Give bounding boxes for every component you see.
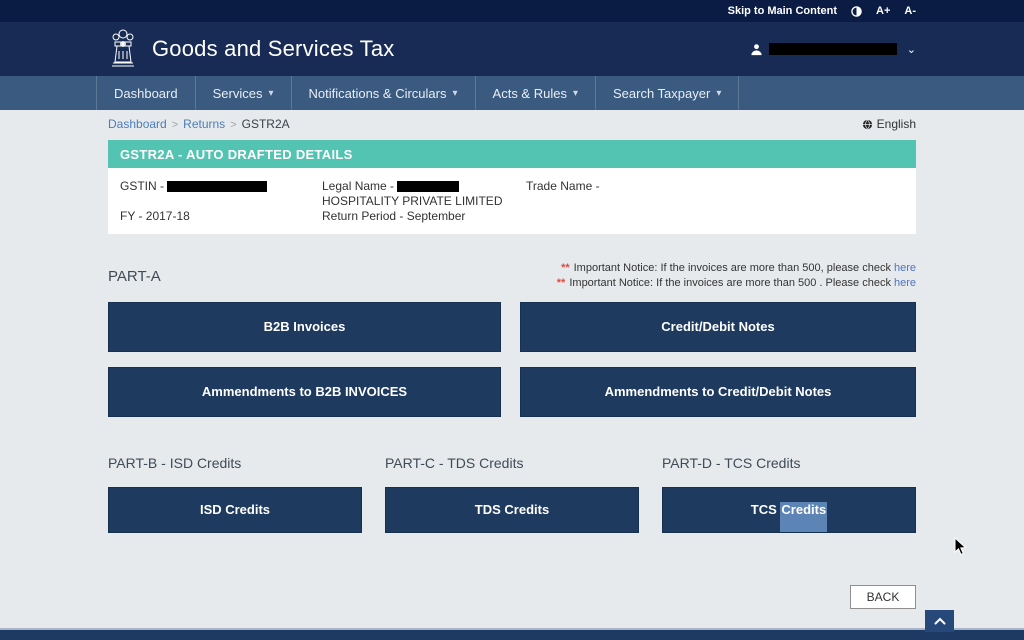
isd-credits-button[interactable]: ISD Credits [108,487,362,533]
notice-asterisks: ** [561,262,570,274]
nav-item-acts-rules[interactable]: Acts & Rules ▾ [476,76,596,110]
top-utility-bar: Skip to Main Content A+ A- [0,0,1024,22]
amendments-b2b-invoices-button[interactable]: Ammendments to B2B INVOICES [108,367,501,417]
breadcrumb-current: GSTR2A [241,117,290,131]
return-period: Return Period - September [322,209,466,223]
tcs-label-prefix: TCS [750,502,781,517]
notice-here-link[interactable]: here [893,262,916,274]
legal-name-line2: HOSPITALITY PRIVATE LIMITED [322,194,503,208]
gstin-label: GSTIN - [120,179,164,193]
language-label: English [876,117,916,131]
nav-label: Search Taxpayer [612,85,711,101]
taxpayer-col-3: Trade Name - [526,179,600,224]
tds-credits-button[interactable]: TDS Credits [385,487,639,533]
nav-label: Dashboard [114,85,178,101]
part-bcd-buttons: ISD Credits TDS Credits TCS Credits [108,487,916,533]
main-navigation: Dashboard Services ▾ Notifications & Cir… [0,76,1024,110]
part-a-buttons: B2B Invoices Credit/Debit Notes Ammendme… [108,302,916,417]
breadcrumb-row: Dashboard > Returns > GSTR2A English [108,117,916,131]
footer-bar [0,628,1024,640]
scroll-to-top-button[interactable] [925,610,954,632]
part-d-heading: PART-D - TCS Credits [662,455,801,471]
language-selector[interactable]: English [862,117,916,131]
notice-text: Important Notice: If the invoices are mo… [573,262,891,274]
part-b-heading: PART-B - ISD Credits [108,455,242,471]
back-button[interactable]: BACK [850,585,916,609]
breadcrumb-separator: > [230,119,237,131]
notice-line: ** Important Notice: If the invoices are … [557,276,916,291]
notice-asterisks: ** [556,277,566,289]
caret-down-icon: ▾ [572,87,578,99]
main-content: Dashboard > Returns > GSTR2A English GSTR2A … [108,117,916,609]
breadcrumb: Dashboard > Returns > GSTR2A [108,117,290,131]
amendments-credit-debit-notes-button[interactable]: Ammendments to Credit/Debit Notes [520,367,916,417]
nav-item-search-taxpayer[interactable]: Search Taxpayer ▾ [596,76,740,110]
font-increase-button[interactable]: A+ [876,5,891,17]
breadcrumb-separator: > [171,119,179,131]
font-decrease-button[interactable]: A- [904,5,916,17]
part-a-header-row: PART-A ** Important Notice: If the invoic… [108,261,916,291]
b2b-invoices-button[interactable]: B2B Invoices [108,302,501,352]
site-header: Goods and Services Tax ⌄ [0,22,1024,76]
nav-item-notifications-circulars[interactable]: Notifications & Circulars ▾ [292,76,476,110]
redacted-username [768,43,897,55]
user-menu[interactable]: ⌄ [750,43,916,56]
part-bcd-headings: PART-B - ISD Credits PART-C - TDS Credit… [108,455,916,471]
notice-here-link[interactable]: here [893,277,916,289]
globe-icon [862,119,872,129]
tcs-label-selected-text: Credits [780,502,828,532]
taxpayer-info-card: GSTIN - FY - 2017-18 Legal Name - HOSPIT… [108,168,916,234]
contrast-toggle-icon[interactable] [851,5,862,17]
tcs-credits-button[interactable]: TCS Credits [662,487,916,533]
taxpayer-col-1: GSTIN - FY - 2017-18 [120,179,322,224]
redacted-gstin [167,181,268,193]
breadcrumb-link-returns[interactable]: Returns [183,117,226,131]
nav-label: Services [212,85,263,101]
caret-down-icon: ▾ [452,87,458,99]
chevron-down-icon: ⌄ [906,43,916,56]
page-title: Goods and Services Tax [152,36,395,61]
part-a-heading: PART-A [108,267,161,285]
caret-down-icon: ▾ [268,87,274,99]
nav-item-dashboard[interactable]: Dashboard [96,76,196,110]
redacted-legal-name [397,181,460,193]
notice-text: Important Notice: If the invoices are mo… [569,277,891,289]
skip-to-main-content-link[interactable]: Skip to Main Content [727,5,838,17]
financial-year: FY - 2017-18 [120,209,190,223]
section-banner: GSTR2A - AUTO DRAFTED DETAILS [108,140,916,168]
nav-item-services[interactable]: Services ▾ [196,76,292,110]
legal-name-label: Legal Name - [322,179,395,193]
notice-line: ** Important Notice: If the invoices are … [557,261,916,276]
taxpayer-col-2: Legal Name - HOSPITALITY PRIVATE LIMITED… [322,179,526,224]
back-button-row: BACK [108,585,916,609]
india-emblem-logo [112,29,134,67]
breadcrumb-link-dashboard[interactable]: Dashboard [108,117,167,131]
nav-label: Acts & Rules [492,85,567,101]
chevron-up-icon [934,617,945,625]
mouse-cursor [954,537,967,556]
caret-down-icon: ▾ [716,87,722,99]
trade-name-label: Trade Name - [526,179,600,193]
credit-debit-notes-button[interactable]: Credit/Debit Notes [520,302,916,352]
part-c-heading: PART-C - TDS Credits [385,455,524,471]
banner-title: GSTR2A - AUTO DRAFTED DETAILS [120,146,353,162]
user-icon [751,43,762,55]
nav-label: Notifications & Circulars [308,85,447,101]
important-notices: ** Important Notice: If the invoices are … [557,261,916,291]
